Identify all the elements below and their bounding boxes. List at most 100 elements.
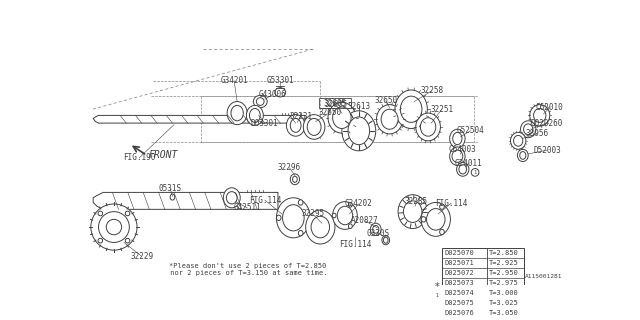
Polygon shape (93, 116, 305, 123)
Text: G43006: G43006 (259, 90, 287, 99)
Text: D025071: D025071 (444, 260, 474, 266)
Text: G52504: G52504 (456, 126, 484, 135)
Text: T=2.850: T=2.850 (489, 250, 518, 256)
Text: 32296: 32296 (278, 163, 301, 172)
Ellipse shape (440, 229, 444, 235)
Ellipse shape (530, 105, 550, 126)
Text: FRONT: FRONT (148, 150, 178, 160)
Ellipse shape (520, 152, 526, 159)
Ellipse shape (511, 132, 526, 149)
Ellipse shape (420, 118, 436, 136)
Text: 32650: 32650 (374, 96, 397, 105)
Ellipse shape (275, 88, 285, 97)
Ellipse shape (348, 203, 352, 207)
Ellipse shape (381, 109, 398, 129)
Ellipse shape (513, 135, 523, 146)
Ellipse shape (227, 101, 247, 124)
Ellipse shape (246, 105, 263, 125)
Ellipse shape (456, 162, 469, 176)
Ellipse shape (98, 211, 102, 216)
Text: FIG.114: FIG.114 (249, 196, 281, 204)
Text: C64003: C64003 (449, 145, 477, 154)
Ellipse shape (253, 95, 267, 108)
Text: 0320S: 0320S (367, 229, 390, 238)
Ellipse shape (421, 217, 426, 222)
Text: *Please don't use 2 pieces of T=2.850: *Please don't use 2 pieces of T=2.850 (168, 262, 326, 268)
Ellipse shape (106, 219, 122, 235)
Ellipse shape (333, 202, 357, 229)
Polygon shape (93, 192, 278, 209)
Ellipse shape (459, 165, 467, 174)
Ellipse shape (383, 237, 388, 243)
Text: D025070: D025070 (444, 250, 474, 256)
Ellipse shape (283, 205, 304, 231)
Ellipse shape (426, 209, 445, 230)
Bar (442, 288, 524, 298)
Text: T=3.050: T=3.050 (489, 310, 518, 316)
Text: G24202: G24202 (345, 199, 372, 208)
Text: 1: 1 (474, 170, 477, 175)
Text: 32605: 32605 (324, 100, 348, 109)
Ellipse shape (421, 203, 451, 236)
Text: 32231: 32231 (289, 112, 312, 121)
Bar (319, 99, 351, 108)
Text: T=2.925: T=2.925 (489, 260, 518, 266)
Ellipse shape (395, 90, 428, 129)
Ellipse shape (371, 223, 381, 236)
Text: G34201: G34201 (220, 76, 248, 85)
Ellipse shape (376, 105, 403, 134)
Ellipse shape (332, 213, 336, 218)
Ellipse shape (291, 118, 301, 132)
Ellipse shape (223, 188, 240, 208)
Ellipse shape (276, 198, 310, 238)
Ellipse shape (292, 176, 297, 182)
Text: D025073: D025073 (444, 280, 474, 286)
Ellipse shape (99, 212, 129, 243)
Ellipse shape (382, 236, 390, 245)
Text: G53301: G53301 (266, 76, 294, 85)
Ellipse shape (307, 118, 321, 135)
Text: 0531S: 0531S (159, 184, 182, 193)
Ellipse shape (416, 113, 440, 141)
Text: FIG.114: FIG.114 (339, 240, 371, 249)
Text: 32251: 32251 (430, 105, 454, 114)
Text: 32605: 32605 (323, 99, 346, 108)
Text: FIG.114: FIG.114 (435, 199, 467, 208)
Ellipse shape (520, 121, 536, 138)
Ellipse shape (372, 226, 379, 233)
Ellipse shape (534, 108, 546, 122)
Text: D025075: D025075 (444, 300, 474, 306)
Text: 32285: 32285 (405, 197, 428, 206)
Text: FIG.190: FIG.190 (123, 153, 156, 162)
Ellipse shape (328, 102, 356, 133)
Ellipse shape (348, 224, 352, 228)
Text: 38956: 38956 (526, 129, 549, 138)
Text: nor 2 pieces of T=3.150 at same time.: nor 2 pieces of T=3.150 at same time. (166, 270, 328, 276)
Ellipse shape (287, 115, 305, 136)
Ellipse shape (517, 149, 528, 162)
Ellipse shape (250, 108, 260, 122)
Ellipse shape (170, 194, 175, 200)
Ellipse shape (348, 117, 369, 145)
Ellipse shape (125, 211, 130, 216)
Ellipse shape (311, 216, 330, 238)
Text: D025076: D025076 (444, 310, 474, 316)
Ellipse shape (125, 238, 130, 243)
Text: 32613: 32613 (348, 102, 371, 111)
Ellipse shape (398, 195, 428, 228)
Text: D020260: D020260 (531, 119, 563, 128)
Text: 1: 1 (436, 293, 439, 298)
Text: A115001281: A115001281 (525, 275, 563, 279)
Ellipse shape (298, 200, 303, 205)
Bar (442, 248, 524, 320)
Ellipse shape (452, 132, 462, 145)
Text: T=3.000: T=3.000 (489, 290, 518, 296)
Ellipse shape (231, 105, 243, 121)
Ellipse shape (450, 129, 465, 148)
Ellipse shape (306, 210, 335, 244)
Text: G42511: G42511 (233, 203, 261, 212)
Ellipse shape (303, 115, 325, 139)
Ellipse shape (450, 147, 465, 165)
Ellipse shape (91, 204, 137, 250)
Ellipse shape (337, 206, 353, 225)
